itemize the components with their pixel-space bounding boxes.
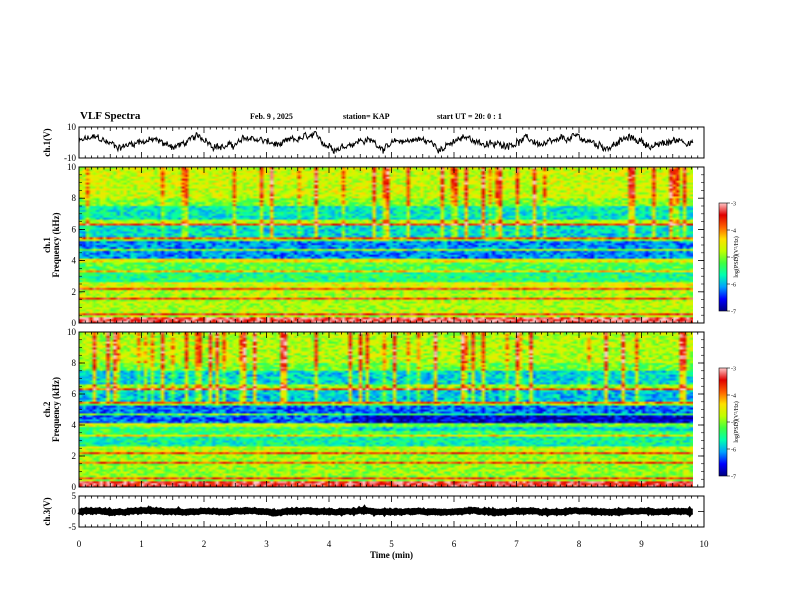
- ch2-spectrogram-colorbar-tick: -5: [731, 421, 736, 427]
- ch2-spectrogram-colorbar: [718, 367, 728, 477]
- ch1-spectrogram-ytick: 0: [72, 318, 77, 328]
- ch3-waveform-ytick: -5: [69, 522, 77, 532]
- xtick-label: 7: [514, 539, 519, 549]
- ch1-spectrogram-image: [79, 167, 693, 323]
- ch2-spectrogram-ytick: 10: [67, 327, 77, 337]
- chart-title: VLF Spectra: [80, 110, 141, 122]
- ch1-spectrogram-ytick: 8: [72, 193, 77, 203]
- xtick-label: 5: [389, 539, 394, 549]
- ch2-spectrogram-image: [79, 332, 693, 487]
- ch1-spectrogram-ytick: 6: [72, 224, 77, 234]
- ch2-spectrogram-ylabel-freq: Frequency (kHz): [51, 377, 61, 442]
- ch3-waveform-ytick: 0: [72, 507, 77, 517]
- ch1-spectrogram-colorbar: [718, 202, 728, 312]
- xtick-label: 6: [452, 539, 457, 549]
- ch1-waveform-line: [78, 130, 694, 155]
- xtick-label: 10: [700, 539, 710, 549]
- ch2-spectrogram-ylabel: ch.2: [42, 401, 52, 417]
- ch1-waveform-ytick: 10: [67, 122, 77, 132]
- ch1-spectrogram-ytick: 4: [72, 256, 77, 266]
- ch2-spectrogram-colorbar-label: log(PSD)(V²/Hz): [733, 401, 740, 442]
- ch1-spectrogram-colorbar-tick: -3: [731, 202, 736, 208]
- date-label: Feb. 9 , 2025: [250, 112, 293, 121]
- ch1-spectrogram-colorbar-tick: -4: [731, 229, 736, 235]
- xtick-label: 3: [264, 539, 269, 549]
- ch2-spectrogram-colorbar-tick: -4: [731, 394, 736, 400]
- ch2-spectrogram-ytick: 8: [72, 358, 77, 368]
- ch1-waveform-ytick: -10: [64, 153, 76, 163]
- ch2-spectrogram-ytick: 0: [72, 482, 77, 492]
- ch1-spectrogram-colorbar-tick: -5: [731, 256, 736, 262]
- ch1-spectrogram-colorbar-label: log(PSD)(V²/Hz): [733, 236, 740, 277]
- xtick-label: 4: [327, 539, 332, 549]
- ch2-spectrogram-ytick: 2: [72, 451, 77, 461]
- ch2-spectrogram-colorbar-tick: -3: [731, 367, 736, 373]
- x-axis-label: Time (min): [370, 550, 413, 560]
- xtick-label: 0: [77, 539, 82, 549]
- ch1-spectrogram-colorbar-tick: -7: [731, 310, 736, 316]
- xtick-label: 1: [139, 539, 144, 549]
- station-label: station= KAP: [343, 112, 390, 121]
- ch3-waveform-line: [77, 504, 694, 518]
- start-time-label: start UT = 20: 0 : 1: [437, 112, 502, 121]
- ch2-spectrogram-ytick: 4: [72, 420, 77, 430]
- ch2-spectrogram-colorbar-tick: -6: [731, 448, 736, 454]
- ch1-spectrogram-ylabel: ch.1: [42, 237, 52, 253]
- ch1-spectrogram-ylabel-freq: Frequency (kHz): [51, 212, 61, 277]
- axes-layer: [78, 126, 730, 528]
- xtick-label: 9: [639, 539, 644, 549]
- xtick-label: 8: [577, 539, 582, 549]
- ch1-waveform-ylabel: ch.1(V): [42, 128, 52, 156]
- waveform-layer: [77, 130, 694, 518]
- ch3-waveform-ylabel: ch.3(V): [42, 497, 52, 525]
- spectrogram-layer: [79, 167, 693, 487]
- ch2-spectrogram-ytick: 6: [72, 389, 77, 399]
- xtick-label: 2: [202, 539, 207, 549]
- ch2-spectrogram-colorbar-tick: -7: [731, 475, 736, 481]
- ch1-spectrogram-ytick: 2: [72, 287, 77, 297]
- ch1-spectrogram-ytick: 10: [67, 162, 77, 172]
- ch1-spectrogram-colorbar-tick: -6: [731, 283, 736, 289]
- ch3-waveform-ytick: 5: [72, 491, 77, 501]
